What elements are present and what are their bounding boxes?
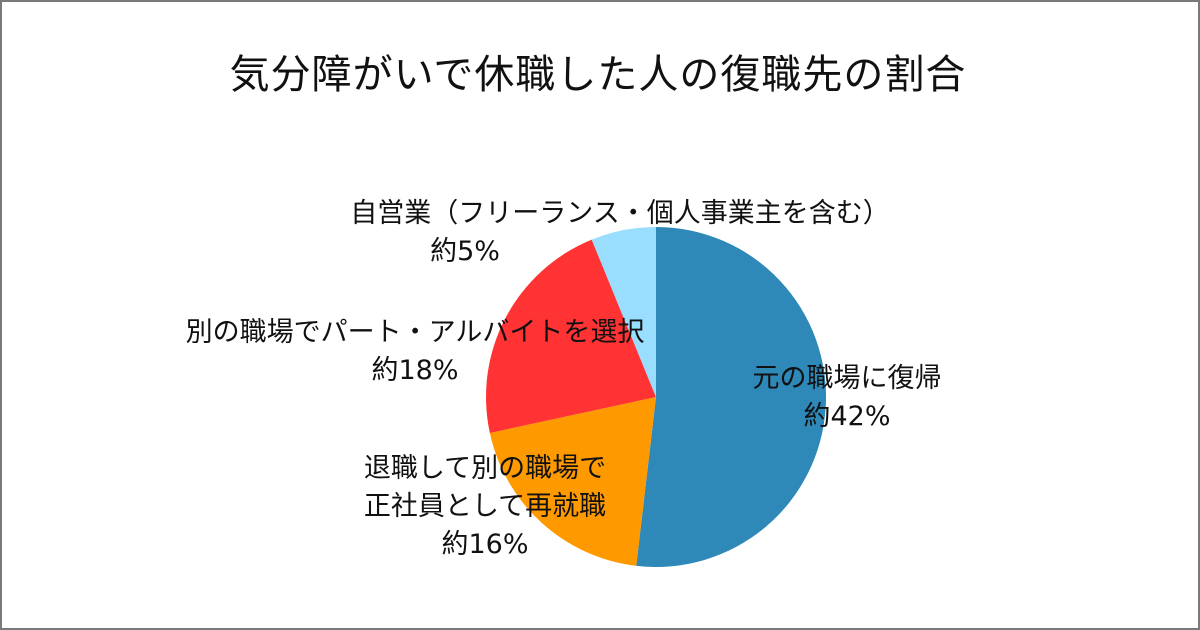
slice-label-selfemployed-value: 約5% [430, 236, 500, 267]
pie-slices [485, 227, 827, 567]
slice-label-reemploy: 退職して別の職場で 正社員として再就職 約16% [335, 450, 635, 564]
slice-label-parttime-name: 別の職場でパート・アルバイトを選択 [185, 317, 645, 348]
slice-label-parttime-value: 約18% [371, 355, 459, 386]
slice-label-reemploy-name-1: 退職して別の職場で [363, 453, 607, 484]
slice-label-selfemployed: 自営業（フリーランス・個人事業主を含む） 約5% [310, 195, 930, 271]
slice-label-selfemployed-name: 自営業（フリーランス・個人事業主を含む） [350, 198, 890, 229]
chart-title: 気分障がいで休職した人の復職先の割合 [229, 52, 967, 98]
slice-label-parttime: 別の職場でパート・アルバイトを選択 約18% [155, 314, 675, 390]
pie-slice-parttime [485, 239, 656, 433]
pie-slice-selfemployed [591, 227, 656, 397]
slice-label-return-value: 約42% [803, 401, 891, 432]
slice-label-return-name: 元の職場に復帰 [752, 363, 942, 394]
pie-slice-reemploy [489, 397, 656, 566]
pie-slice-return [636, 227, 827, 567]
slice-label-reemploy-value: 約16% [441, 529, 529, 560]
slice-label-reemploy-name-2: 正社員として再就職 [363, 491, 607, 522]
slice-label-return: 元の職場に復帰 約42% [732, 360, 962, 436]
